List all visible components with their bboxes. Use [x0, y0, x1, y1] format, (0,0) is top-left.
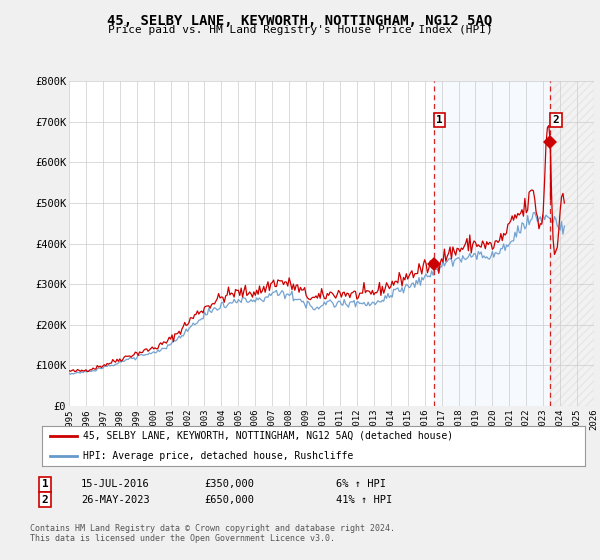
- Bar: [434, 81, 550, 406]
- Text: Contains HM Land Registry data © Crown copyright and database right 2024.
This d: Contains HM Land Registry data © Crown c…: [30, 524, 395, 543]
- Text: 15-JUL-2016: 15-JUL-2016: [81, 479, 150, 489]
- Text: 45, SELBY LANE, KEYWORTH, NOTTINGHAM, NG12 5AQ: 45, SELBY LANE, KEYWORTH, NOTTINGHAM, NG…: [107, 14, 493, 28]
- Text: 41% ↑ HPI: 41% ↑ HPI: [336, 494, 392, 505]
- Bar: [550, 81, 594, 406]
- Text: 6% ↑ HPI: 6% ↑ HPI: [336, 479, 386, 489]
- Text: 1: 1: [436, 115, 443, 125]
- Text: £650,000: £650,000: [204, 494, 254, 505]
- Text: 26-MAY-2023: 26-MAY-2023: [81, 494, 150, 505]
- Text: £350,000: £350,000: [204, 479, 254, 489]
- Text: 1: 1: [41, 479, 49, 489]
- Text: 2: 2: [553, 115, 559, 125]
- Text: 2: 2: [41, 494, 49, 505]
- Text: 45, SELBY LANE, KEYWORTH, NOTTINGHAM, NG12 5AQ (detached house): 45, SELBY LANE, KEYWORTH, NOTTINGHAM, NG…: [83, 431, 453, 441]
- Text: Price paid vs. HM Land Registry's House Price Index (HPI): Price paid vs. HM Land Registry's House …: [107, 25, 493, 35]
- Text: HPI: Average price, detached house, Rushcliffe: HPI: Average price, detached house, Rush…: [83, 451, 353, 461]
